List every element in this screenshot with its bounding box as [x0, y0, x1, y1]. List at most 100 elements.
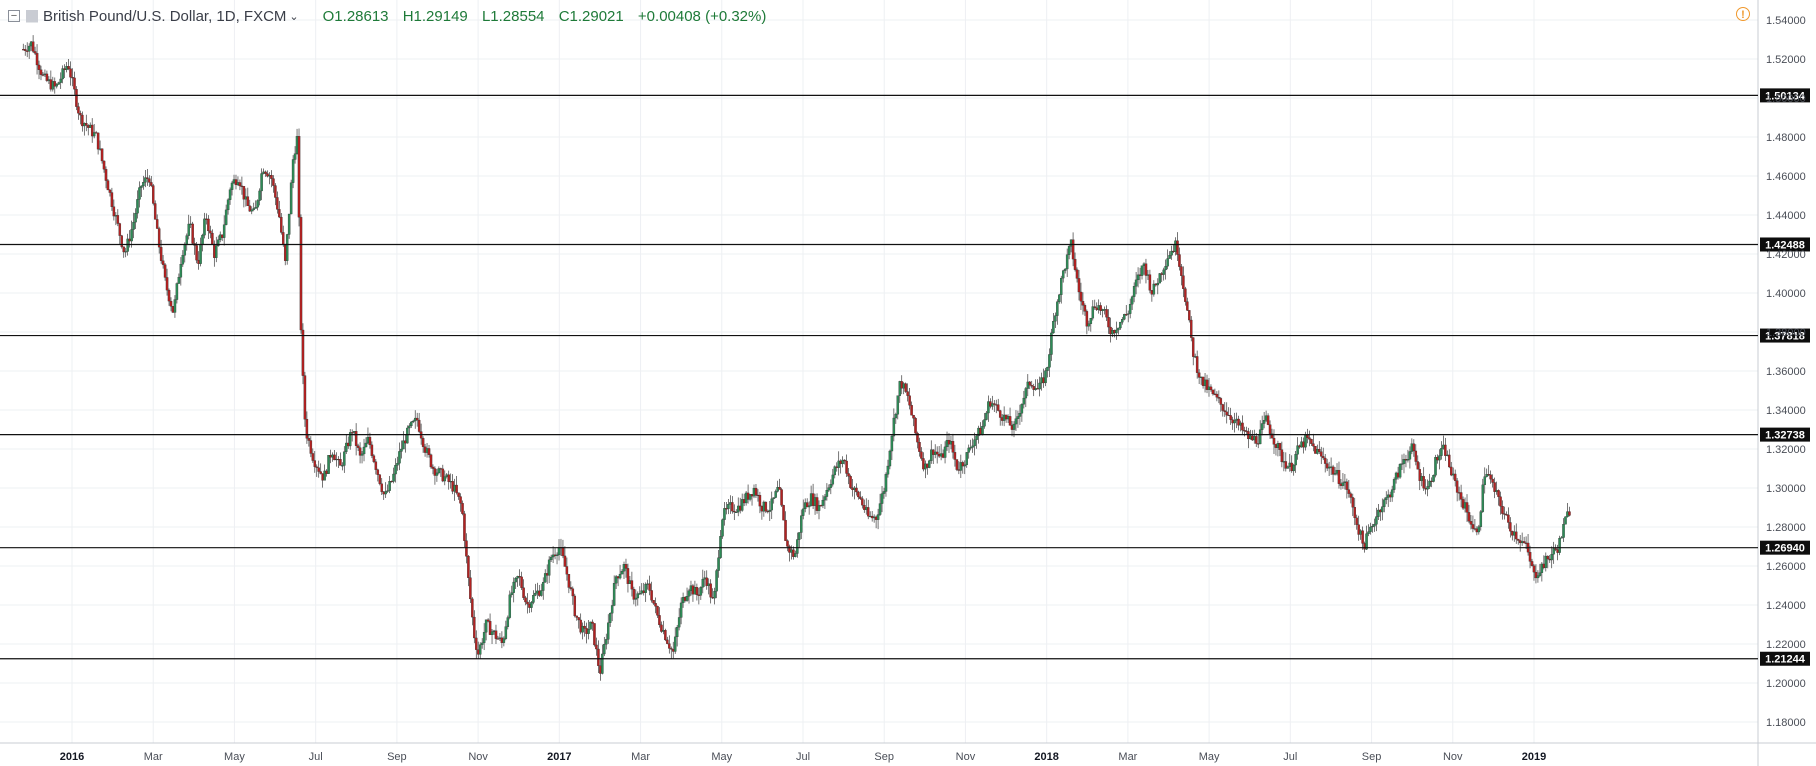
symbol-title[interactable]: British Pound/U.S. Dollar, 1D, FXCM: [43, 7, 287, 25]
candle[interactable]: [134, 208, 137, 229]
candle[interactable]: [1487, 465, 1490, 477]
candle[interactable]: [1058, 293, 1061, 304]
candle[interactable]: [315, 464, 318, 477]
candle[interactable]: [475, 630, 478, 659]
candle[interactable]: [484, 619, 488, 641]
candle[interactable]: [1229, 407, 1232, 425]
candle[interactable]: [796, 532, 799, 558]
candle[interactable]: [258, 188, 261, 206]
candle[interactable]: [104, 166, 108, 189]
candle[interactable]: [1123, 313, 1126, 321]
candle[interactable]: [124, 247, 127, 258]
candle[interactable]: [593, 623, 596, 647]
candle[interactable]: [341, 462, 344, 471]
candle[interactable]: [591, 619, 594, 631]
candle[interactable]: [1520, 532, 1524, 546]
candle[interactable]: [1546, 555, 1550, 569]
candle[interactable]: [81, 111, 84, 132]
candle[interactable]: [845, 454, 848, 477]
candle[interactable]: [376, 468, 380, 482]
candle[interactable]: [1341, 473, 1345, 489]
candle[interactable]: [285, 233, 289, 265]
candle[interactable]: [386, 484, 389, 493]
candle[interactable]: [1018, 404, 1022, 425]
candle[interactable]: [563, 546, 567, 567]
candle[interactable]: [402, 431, 405, 450]
candle[interactable]: [733, 504, 736, 521]
candle[interactable]: [524, 595, 527, 606]
candle[interactable]: [1538, 563, 1542, 578]
candle[interactable]: [1038, 376, 1041, 397]
candle[interactable]: [597, 640, 600, 674]
candle[interactable]: [1077, 270, 1081, 301]
candle[interactable]: [1373, 518, 1376, 532]
candle[interactable]: [175, 282, 179, 304]
candle[interactable]: [1408, 446, 1412, 469]
candle[interactable]: [1345, 478, 1349, 499]
candle[interactable]: [1550, 546, 1553, 569]
candle[interactable]: [1156, 278, 1160, 295]
candle[interactable]: [1522, 536, 1526, 544]
candle[interactable]: [614, 575, 618, 590]
candle[interactable]: [705, 570, 708, 590]
candle[interactable]: [311, 448, 315, 463]
candle[interactable]: [1369, 522, 1372, 535]
candle[interactable]: [1467, 504, 1471, 524]
candle[interactable]: [987, 395, 990, 422]
candle[interactable]: [421, 436, 425, 453]
candle[interactable]: [1308, 430, 1311, 447]
candle[interactable]: [1209, 384, 1213, 392]
candle[interactable]: [1509, 517, 1512, 538]
candle[interactable]: [1459, 484, 1463, 508]
candle[interactable]: [301, 323, 305, 385]
candle[interactable]: [542, 577, 545, 600]
candle[interactable]: [831, 468, 835, 487]
candle[interactable]: [408, 423, 411, 435]
candle[interactable]: [144, 169, 147, 188]
candle[interactable]: [1528, 545, 1532, 569]
candle[interactable]: [461, 500, 464, 516]
candle[interactable]: [1286, 465, 1290, 469]
candle[interactable]: [1465, 494, 1469, 522]
candle[interactable]: [1406, 449, 1410, 463]
candle[interactable]: [829, 479, 833, 495]
candle[interactable]: [731, 496, 734, 514]
candle[interactable]: [169, 297, 173, 312]
candle[interactable]: [1448, 449, 1451, 469]
candle[interactable]: [1400, 454, 1404, 470]
candle[interactable]: [429, 453, 433, 469]
candle[interactable]: [187, 214, 190, 240]
candle[interactable]: [878, 493, 882, 517]
candle[interactable]: [963, 460, 967, 475]
candle[interactable]: [1258, 420, 1262, 445]
candle[interactable]: [1278, 442, 1282, 457]
candle[interactable]: [1455, 477, 1459, 502]
candle[interactable]: [266, 170, 269, 178]
candle[interactable]: [1148, 269, 1152, 294]
candle[interactable]: [514, 577, 517, 590]
candle[interactable]: [1351, 493, 1355, 517]
candle[interactable]: [679, 597, 683, 625]
candle[interactable]: [1568, 506, 1571, 517]
candle[interactable]: [148, 175, 151, 187]
candle[interactable]: [435, 469, 439, 482]
candle[interactable]: [1544, 552, 1548, 572]
candle[interactable]: [1536, 570, 1540, 583]
candle[interactable]: [526, 593, 529, 614]
candle[interactable]: [96, 132, 100, 155]
candle[interactable]: [61, 65, 64, 84]
candle[interactable]: [191, 221, 194, 245]
candle[interactable]: [1416, 455, 1420, 470]
candle[interactable]: [303, 371, 307, 427]
candle[interactable]: [754, 484, 758, 498]
candle[interactable]: [1186, 297, 1189, 312]
candle[interactable]: [776, 480, 779, 493]
candle[interactable]: [410, 420, 413, 428]
candle[interactable]: [280, 212, 283, 235]
candle[interactable]: [719, 530, 722, 559]
candle[interactable]: [1188, 310, 1191, 323]
candle[interactable]: [1516, 538, 1520, 545]
candle[interactable]: [73, 71, 76, 95]
candle[interactable]: [319, 463, 322, 475]
candle[interactable]: [1402, 453, 1406, 474]
